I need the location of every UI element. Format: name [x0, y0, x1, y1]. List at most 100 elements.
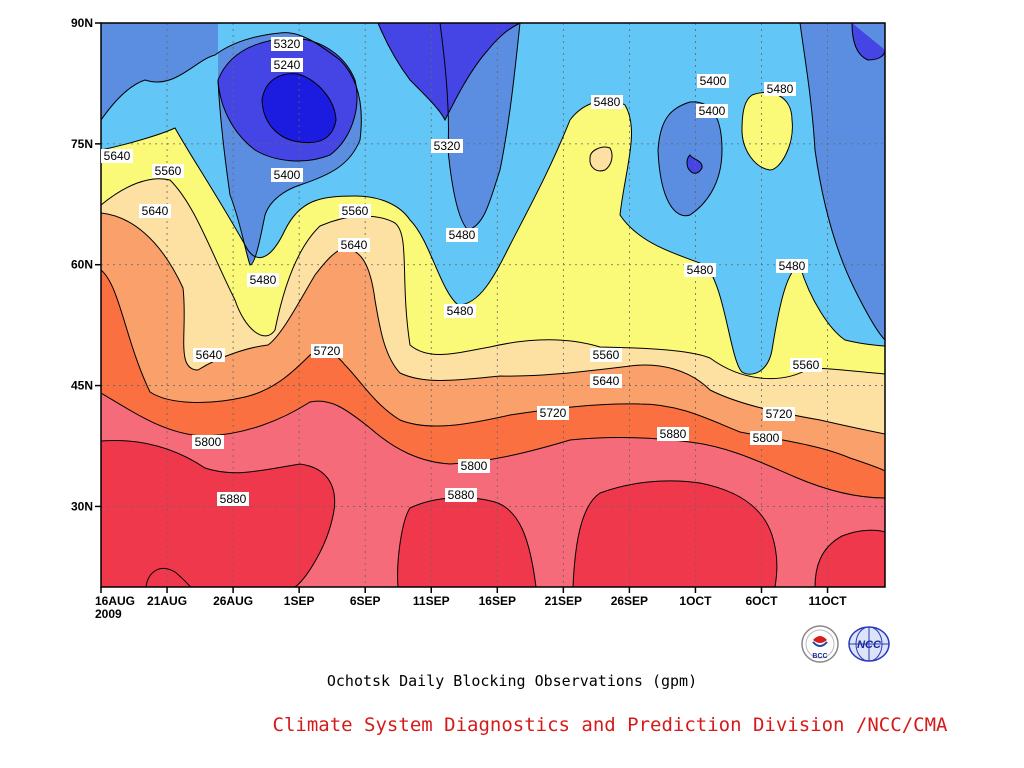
svg-text:5640: 5640: [142, 204, 169, 218]
plot-frame: [100, 22, 886, 588]
x-tick-label: 16SEP: [479, 594, 516, 608]
contour-label: 5560: [790, 358, 822, 372]
band-fill: [800, 23, 885, 340]
contour-label: 5800: [458, 459, 490, 473]
contour-label: 5720: [537, 406, 569, 420]
contour-label: 5640: [101, 149, 133, 163]
x-tick-label: 6SEP: [350, 594, 381, 608]
x-tick-label: 21SEP: [545, 594, 582, 608]
contour-line: [261, 73, 337, 144]
bcc-logo-icon: BCC: [800, 624, 840, 664]
svg-text:5480: 5480: [767, 82, 794, 96]
band-fill: [589, 147, 613, 171]
contour-label: 5720: [311, 344, 343, 358]
contour-line: [101, 32, 362, 266]
band-fill: [852, 23, 885, 60]
contour-line: [799, 23, 885, 341]
svg-text:5320: 5320: [274, 37, 301, 51]
contour-label: 5480: [591, 95, 623, 109]
credit-line: Climate System Diagnostics and Predictio…: [272, 714, 948, 736]
contour-line: [589, 146, 613, 172]
contour-label: 5480: [444, 304, 476, 318]
contour-line: [101, 440, 336, 587]
svg-text:5480: 5480: [594, 95, 621, 109]
contour-line: [741, 91, 793, 171]
contour-label: 5640: [338, 238, 370, 252]
svg-text:5560: 5560: [155, 164, 182, 178]
contour-label: 5480: [764, 82, 796, 96]
svg-text:5800: 5800: [753, 431, 780, 445]
x-tick-label: 1OCT: [679, 594, 712, 608]
y-tick-label: 60N: [71, 258, 93, 272]
contour-label: 5880: [657, 427, 689, 441]
x-tick-label: 26SEP: [611, 594, 648, 608]
svg-text:5320: 5320: [434, 139, 461, 153]
svg-text:5640: 5640: [104, 149, 131, 163]
contour-line: [101, 99, 885, 375]
chart-caption: Ochotsk Daily Blocking Observations (gpm…: [326, 672, 698, 690]
contour-label: 5480: [684, 263, 716, 277]
svg-text:5720: 5720: [540, 406, 567, 420]
x-tick-label: 1SEP: [284, 594, 315, 608]
x-tick-label: 6OCT: [745, 594, 778, 608]
y-axis: 30N 45N 60N 75N 90N: [71, 16, 101, 513]
svg-text:BCC: BCC: [812, 653, 827, 660]
contour-label: 5400: [271, 168, 303, 182]
svg-text:5560: 5560: [342, 204, 369, 218]
contour-label: 5240: [271, 58, 303, 72]
svg-text:5640: 5640: [593, 374, 620, 388]
contour-label: 5480: [247, 273, 279, 287]
contour-label: 5880: [217, 492, 249, 506]
x-tick-label: 11SEP: [413, 594, 450, 608]
contour-line: [145, 567, 192, 587]
contour-label: 5800: [750, 431, 782, 445]
contour-label: 5720: [763, 407, 795, 421]
y-tick-label: 75N: [71, 137, 93, 151]
contour-label: 5640: [139, 204, 171, 218]
contour-label: 5560: [590, 348, 622, 362]
grid-lines: [101, 23, 885, 587]
svg-text:5560: 5560: [793, 358, 820, 372]
svg-text:5400: 5400: [700, 74, 727, 88]
contour-line: [101, 178, 885, 380]
svg-text:5400: 5400: [699, 104, 726, 118]
contour-label: 5320: [271, 37, 303, 51]
svg-text:5880: 5880: [448, 488, 475, 502]
svg-text:5480: 5480: [687, 263, 714, 277]
contour-line: [851, 23, 885, 61]
svg-text:NCC: NCC: [857, 639, 882, 651]
band-fill: [378, 23, 520, 120]
contour-label: 5480: [446, 228, 478, 242]
x-tick-label: 26AUG: [213, 594, 253, 608]
svg-text:5720: 5720: [766, 407, 793, 421]
svg-text:5480: 5480: [779, 259, 806, 273]
svg-text:5480: 5480: [250, 273, 277, 287]
contour-label: 5640: [193, 348, 225, 362]
contour-label: 5400: [696, 104, 728, 118]
x-tick-label: 16AUG 2009: [95, 594, 135, 621]
x-axis: 16AUG 2009 21AUG 26AUG 1SEP 6SEP 11SEP 16SEP 21S…: [95, 587, 847, 621]
contour-label: 5320: [431, 139, 463, 153]
contour-label: 5400: [697, 74, 729, 88]
contour-labels: 5320 5240 5320 5400 5400 5400 5480 5480 5480 5480…: [101, 37, 822, 506]
contour-line: [377, 23, 521, 122]
contour-line: [814, 529, 885, 587]
contour-label: 5560: [152, 164, 184, 178]
contour-label: 5640: [590, 374, 622, 388]
band-fill: [686, 155, 703, 174]
contour-line: [101, 392, 885, 499]
x-tick-label: 11OCT: [809, 594, 848, 608]
svg-text:5240: 5240: [274, 58, 301, 72]
y-tick-label: 30N: [71, 499, 93, 513]
svg-text:5880: 5880: [660, 427, 687, 441]
contour-line: [686, 154, 703, 174]
y-tick-label: 90N: [71, 16, 93, 30]
svg-text:5800: 5800: [461, 459, 488, 473]
contour-label: 5560: [339, 204, 371, 218]
contour-line: [572, 480, 778, 587]
svg-text:5480: 5480: [449, 228, 476, 242]
contour-line: [657, 101, 723, 217]
contour-label: 5880: [445, 488, 477, 502]
svg-text:5720: 5720: [314, 344, 341, 358]
